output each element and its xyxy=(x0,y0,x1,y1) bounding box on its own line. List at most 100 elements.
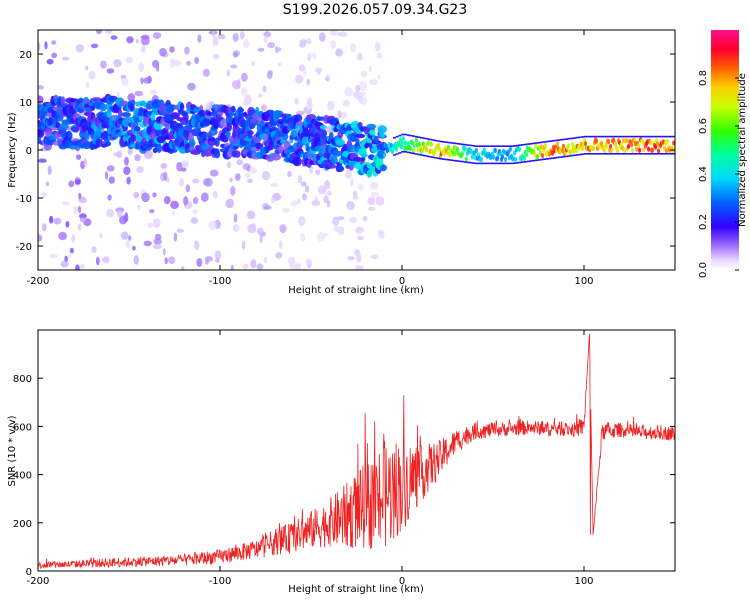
heatmap-cell xyxy=(162,247,166,256)
heatmap-cell xyxy=(450,142,454,144)
heatmap-cell xyxy=(236,159,244,166)
heatmap-cell xyxy=(176,161,183,172)
heatmap-cell xyxy=(187,82,196,91)
heatmap-cell xyxy=(529,160,533,162)
y-tick-label: 600 xyxy=(13,422,32,433)
heatmap-cell xyxy=(477,162,481,165)
heatmap-cell xyxy=(324,77,330,81)
heatmap-cell xyxy=(345,170,352,179)
heatmap-cell xyxy=(515,162,519,164)
heatmap-cell xyxy=(502,145,506,147)
heatmap-cell xyxy=(258,93,263,98)
heatmap-cell xyxy=(354,265,364,270)
heatmap-cell xyxy=(357,52,363,61)
heatmap-cell xyxy=(573,137,577,139)
heatmap-cell xyxy=(152,32,162,39)
heatmap-cell xyxy=(586,135,590,138)
heatmap-cell xyxy=(463,146,467,152)
heatmap-cell xyxy=(671,153,675,155)
heatmap-cell xyxy=(261,104,267,111)
heatmap-cell xyxy=(665,135,669,138)
heatmap-cell xyxy=(242,39,250,49)
heatmap-cell xyxy=(474,145,478,147)
heatmap-cell xyxy=(349,217,358,223)
heatmap-cell xyxy=(125,56,133,64)
heatmap-cell xyxy=(294,98,299,105)
heatmap-cell xyxy=(207,140,217,146)
heatmap-cell xyxy=(526,160,530,163)
heatmap-cell xyxy=(570,154,574,157)
heatmap-cell xyxy=(297,175,303,184)
heatmap-cell xyxy=(480,162,484,165)
heatmap-cell xyxy=(75,264,80,270)
heatmap-cell xyxy=(305,38,312,45)
heatmap-cell xyxy=(376,52,383,59)
heatmap-cell xyxy=(463,143,467,146)
y-tick-label: 0 xyxy=(26,567,32,578)
heatmap-cell xyxy=(564,138,568,140)
spectrogram-ylabel: Frequency (Hz) xyxy=(7,112,18,188)
heatmap-cell xyxy=(74,179,81,185)
heatmap-cell xyxy=(287,256,296,265)
heatmap-cell xyxy=(529,143,533,145)
heatmap-cell xyxy=(491,154,496,160)
heatmap-cell xyxy=(395,153,399,155)
heatmap-cell xyxy=(361,156,366,162)
heatmap-cell xyxy=(537,159,541,161)
heatmap-cell xyxy=(583,141,588,147)
heatmap-cell xyxy=(460,151,464,157)
heatmap-cell xyxy=(118,108,123,118)
colorbar-tick-label: 0.4 xyxy=(698,166,709,182)
heatmap-cell xyxy=(110,35,118,40)
heatmap-cell xyxy=(479,156,483,162)
heatmap-cell xyxy=(562,138,566,141)
heatmap-cell xyxy=(337,226,345,236)
heatmap-cell xyxy=(660,153,664,155)
heatmap-cell xyxy=(346,201,355,210)
heatmap-cell xyxy=(368,79,378,85)
heatmap-cell xyxy=(58,231,67,241)
heatmap-cell xyxy=(411,147,415,153)
heatmap-cell xyxy=(513,162,516,164)
heatmap-cell xyxy=(170,58,175,68)
heatmap-cell xyxy=(518,161,522,164)
colorbar-tick-label: 0.0 xyxy=(698,262,709,278)
heatmap-cell xyxy=(493,162,497,165)
heatmap-cell xyxy=(377,74,381,80)
heatmap-cell xyxy=(395,135,399,138)
heatmap-cell xyxy=(616,153,620,155)
heatmap-cell xyxy=(326,200,331,208)
heatmap-cell xyxy=(630,135,634,138)
heatmap-cell xyxy=(543,158,546,160)
heatmap-cell xyxy=(474,147,478,154)
heatmap-cell xyxy=(570,137,574,140)
heatmap-cell xyxy=(141,192,150,203)
heatmap-cell xyxy=(358,91,367,97)
heatmap-cell xyxy=(263,35,268,44)
heatmap-cell xyxy=(332,150,343,157)
heatmap-cell xyxy=(414,153,418,155)
heatmap-cell xyxy=(209,169,219,177)
heatmap-cell xyxy=(592,153,596,155)
heatmap-cell xyxy=(96,30,102,35)
heatmap-cell xyxy=(510,145,514,147)
heatmap-cell xyxy=(78,192,82,200)
heatmap-cell xyxy=(287,171,292,178)
snr-ylabel: SNR (10 * v/v) xyxy=(7,415,18,486)
heatmap-cell xyxy=(493,147,498,153)
heatmap-cell xyxy=(537,141,541,144)
heatmap-cell xyxy=(551,157,555,159)
heatmap-cell xyxy=(335,48,343,57)
heatmap-cell xyxy=(197,34,202,43)
heatmap-cell xyxy=(91,246,97,254)
heatmap-cell xyxy=(461,143,465,146)
heatmap-cell xyxy=(50,253,58,259)
heatmap-cell xyxy=(401,135,405,141)
heatmap-cell xyxy=(398,134,402,137)
heatmap-cell xyxy=(135,38,139,44)
heatmap-cell xyxy=(163,171,168,181)
colorbar-tick-label: 0.8 xyxy=(698,70,709,86)
heatmap-cell xyxy=(38,234,43,242)
heatmap-cell xyxy=(265,174,270,179)
